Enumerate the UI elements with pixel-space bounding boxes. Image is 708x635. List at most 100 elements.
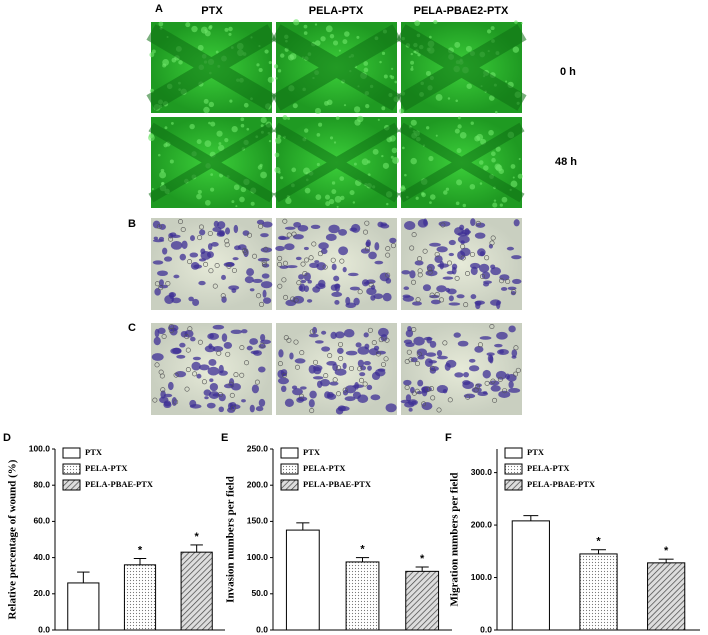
cell xyxy=(230,329,243,335)
pore xyxy=(513,345,519,351)
micrographs xyxy=(146,19,527,415)
cell xyxy=(257,165,263,170)
cell xyxy=(227,407,236,413)
cell xyxy=(343,104,347,107)
cell xyxy=(314,23,318,26)
pore xyxy=(411,279,417,285)
pore xyxy=(258,223,264,229)
cell xyxy=(347,272,359,277)
cell xyxy=(246,127,250,131)
pore xyxy=(299,350,305,356)
pore xyxy=(154,281,160,287)
pore xyxy=(460,255,466,261)
cell xyxy=(492,202,498,208)
pore xyxy=(239,345,245,351)
cell xyxy=(331,189,337,195)
cell xyxy=(316,133,321,137)
cell xyxy=(382,162,390,169)
pore xyxy=(339,258,345,264)
cell xyxy=(428,155,434,162)
cell xyxy=(333,141,337,144)
cell xyxy=(495,370,507,380)
y-tick-label: 40.0 xyxy=(33,552,50,562)
cell xyxy=(275,77,278,80)
cell xyxy=(280,53,285,58)
cell xyxy=(268,139,272,143)
cell xyxy=(425,126,430,130)
cell xyxy=(284,243,295,251)
cell xyxy=(280,385,287,393)
cell xyxy=(331,291,343,297)
cell xyxy=(426,336,432,344)
cell xyxy=(277,134,281,139)
significance-label: * xyxy=(138,544,143,556)
cell xyxy=(415,196,419,200)
pore xyxy=(259,301,265,307)
cell xyxy=(326,393,337,400)
cell xyxy=(460,240,465,245)
cell xyxy=(167,324,179,332)
cell xyxy=(344,31,350,37)
legend-swatch xyxy=(280,463,299,475)
cell xyxy=(486,29,492,34)
pore xyxy=(244,360,250,366)
pore xyxy=(358,377,364,383)
cell xyxy=(448,239,456,246)
pore xyxy=(336,365,342,371)
pore xyxy=(447,397,453,403)
cell xyxy=(304,128,309,133)
cell xyxy=(244,276,254,284)
cell xyxy=(455,99,458,103)
cell xyxy=(517,173,523,179)
cell xyxy=(490,26,495,31)
cell xyxy=(389,237,397,244)
cell xyxy=(169,159,174,164)
pore xyxy=(259,342,265,348)
pore xyxy=(231,267,237,273)
pore xyxy=(187,326,193,332)
cell xyxy=(284,398,294,407)
pore xyxy=(427,266,433,272)
pore xyxy=(261,262,267,268)
cell xyxy=(300,386,307,390)
cell xyxy=(314,340,324,344)
cell xyxy=(410,357,418,363)
cell xyxy=(149,52,155,58)
cell xyxy=(324,100,329,106)
pore xyxy=(417,256,423,262)
cell xyxy=(444,362,451,371)
cell xyxy=(153,336,161,346)
cell xyxy=(208,25,212,30)
cell xyxy=(405,342,415,348)
cell xyxy=(456,148,462,154)
cell xyxy=(412,301,422,306)
pore xyxy=(203,261,209,267)
cell xyxy=(303,31,308,35)
legend-swatch xyxy=(62,479,81,491)
cell xyxy=(436,350,443,357)
cell xyxy=(382,292,392,302)
pore xyxy=(283,294,289,300)
cell xyxy=(498,390,511,398)
cell xyxy=(335,116,340,120)
cell xyxy=(339,176,345,181)
significance-label: * xyxy=(664,545,669,557)
cell xyxy=(263,297,272,304)
cell xyxy=(478,160,484,165)
legend-swatch xyxy=(280,479,299,491)
cell xyxy=(292,388,303,396)
cell xyxy=(217,221,226,229)
cell xyxy=(325,233,337,241)
pore xyxy=(254,379,260,385)
pore xyxy=(430,395,436,401)
cell xyxy=(208,121,211,125)
cell xyxy=(228,26,233,32)
cell xyxy=(229,99,233,103)
cell xyxy=(196,193,202,200)
cell xyxy=(455,201,460,206)
cell xyxy=(209,378,214,383)
cell xyxy=(331,263,337,271)
cell xyxy=(416,348,428,357)
cell xyxy=(241,399,246,403)
cell xyxy=(329,136,334,140)
